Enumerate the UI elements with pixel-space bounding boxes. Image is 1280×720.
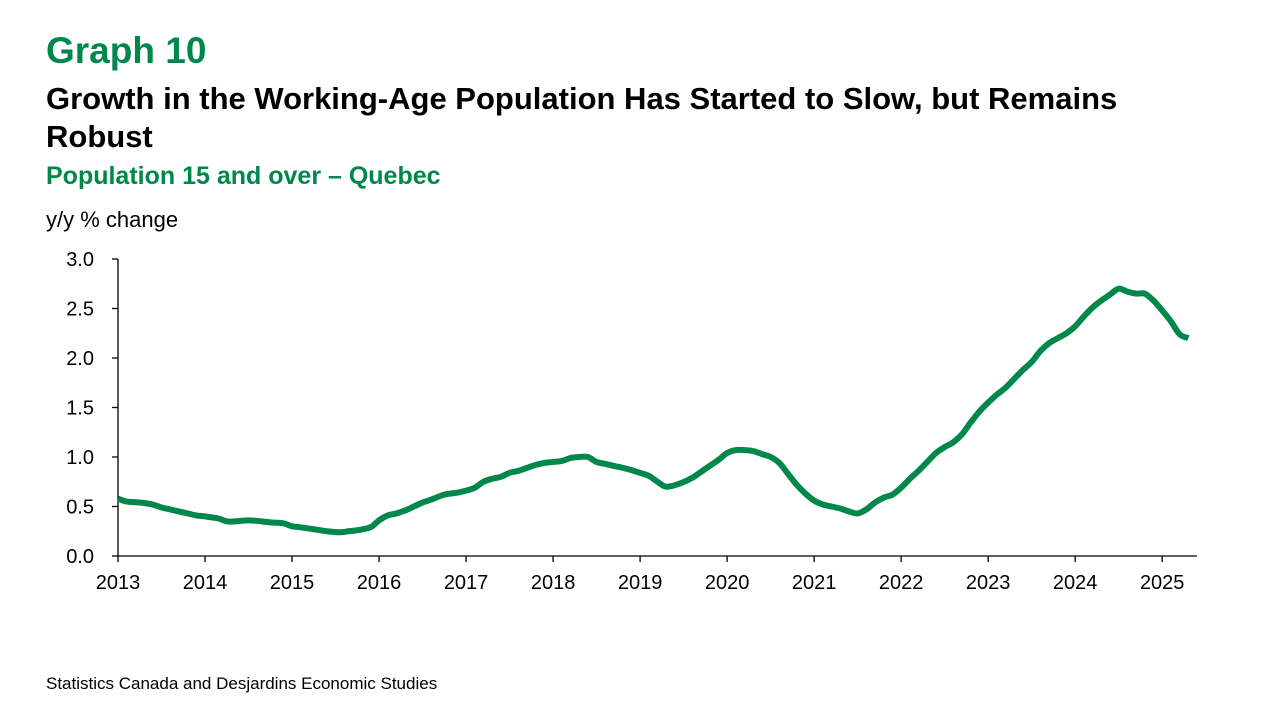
y-tick-label: 0.5 <box>66 497 94 519</box>
y-tick-label: 1.5 <box>66 398 94 420</box>
x-tick-label: 2021 <box>792 572 837 594</box>
x-tick-label: 2017 <box>444 572 489 594</box>
y-tick-label: 0.0 <box>66 546 94 568</box>
y-tick-label: 3.0 <box>66 249 94 271</box>
x-tick-label: 2013 <box>96 572 141 594</box>
y-tick-label: 2.5 <box>66 299 94 321</box>
y-tick-label: 1.0 <box>66 447 94 469</box>
source-note: Statistics Canada and Desjardins Economi… <box>46 674 438 693</box>
graph-label: Graph 10 <box>46 30 207 71</box>
y-tick-label: 2.0 <box>66 348 94 370</box>
chart-subtitle: Population 15 and over – Quebec <box>46 162 441 190</box>
x-axis: 2013 2014 2015 2016 2017 2018 2019 2020 2021 2022… <box>96 555 1197 594</box>
series-layer <box>116 285 1190 536</box>
x-tick-label: 2024 <box>1053 572 1098 594</box>
y-axis: 0.0 0.5 1.0 1.5 2.0 2.5 3.0 <box>66 249 119 568</box>
x-tick-label: 2015 <box>270 572 315 594</box>
chart-title: Growth in the Working-Age Population Has… <box>46 81 1118 154</box>
x-tick-label: 2016 <box>357 572 402 594</box>
x-tick-label: 2019 <box>618 572 663 594</box>
x-tick-label: 2023 <box>966 572 1011 594</box>
x-tick-label: 2022 <box>879 572 924 594</box>
x-tick-label: 2014 <box>183 572 228 594</box>
y-axis-unit-label: y/y % change <box>46 207 179 232</box>
x-tick-label: 2020 <box>705 572 750 594</box>
x-tick-label: 2018 <box>531 572 576 594</box>
x-tick-label: 2025 <box>1140 572 1185 594</box>
series-line <box>116 285 1190 536</box>
